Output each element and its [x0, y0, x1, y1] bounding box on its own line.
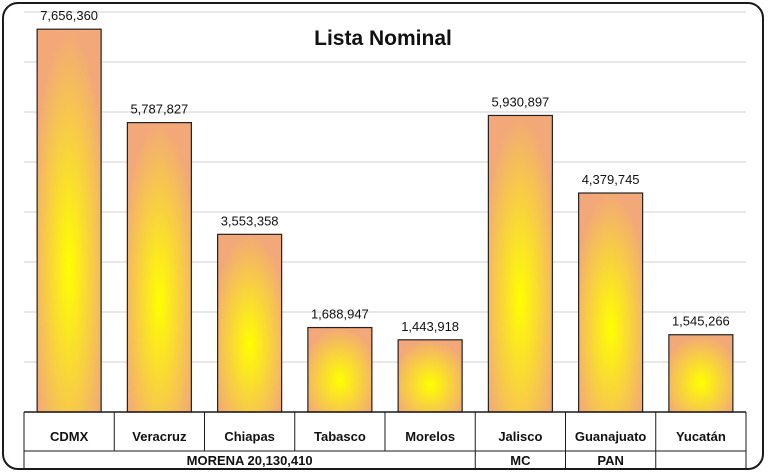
bar: [668, 334, 734, 413]
group-label: MC: [510, 453, 531, 468]
bars: [36, 28, 734, 413]
group-label: MORENA 20,130,410: [187, 453, 313, 468]
bar: [397, 339, 463, 413]
category-axis: CDMX Veracruz Chiapas Tabasco Morelos Jalisco…: [23, 411, 747, 468]
value-label: 5,930,897: [491, 94, 549, 109]
value-label: 1,688,947: [311, 307, 369, 322]
category-label: Veracruz: [132, 429, 187, 444]
bar: [307, 326, 373, 413]
category-label: Morelos: [405, 429, 455, 444]
value-label: 1,545,266: [672, 314, 730, 329]
bar: [578, 192, 644, 413]
value-label: 7,656,360: [40, 8, 98, 23]
category-label: Chiapas: [224, 429, 275, 444]
chart-title: Lista Nominal: [314, 27, 452, 50]
bar: [487, 114, 553, 413]
category-label: Guanajuato: [575, 429, 647, 444]
value-label: 4,379,745: [582, 172, 640, 187]
category-label: Jalisco: [498, 429, 542, 444]
group-label: PAN: [597, 453, 623, 468]
value-labels: 7,656,360 5,787,827 3,553,358 1,688,947 1,44…: [40, 8, 730, 334]
value-label: 3,553,358: [221, 213, 279, 228]
value-label: 5,787,827: [130, 102, 188, 117]
bar: [36, 28, 102, 413]
value-label: 1,443,918: [401, 319, 459, 334]
category-label: CDMX: [50, 429, 89, 444]
bar: [217, 233, 283, 413]
bar: [126, 122, 192, 413]
category-label: Yucatán: [676, 429, 726, 444]
category-label: Tabasco: [314, 429, 366, 444]
